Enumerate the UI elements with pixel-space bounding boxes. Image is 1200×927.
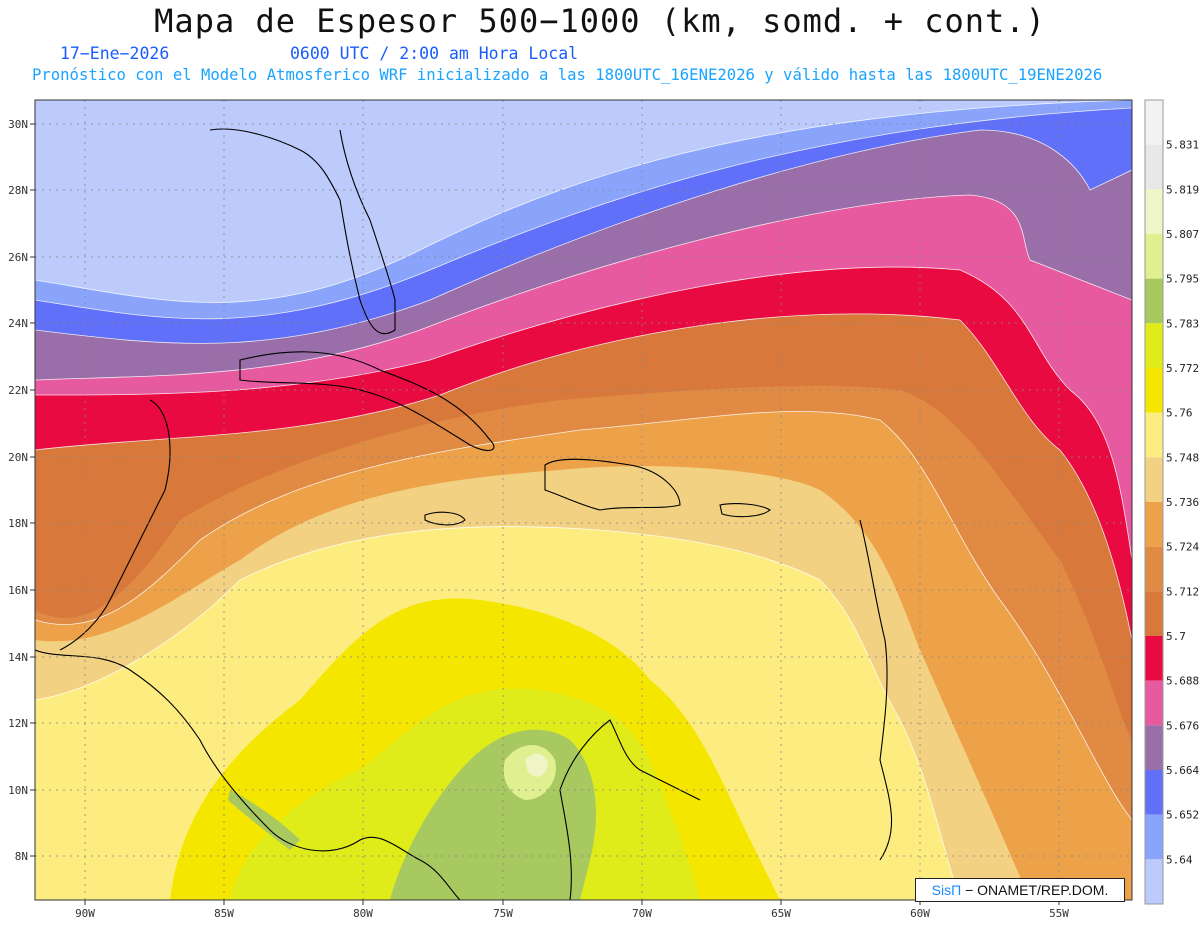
lon-label: 65W xyxy=(771,907,791,920)
lat-label: 10N xyxy=(8,784,28,797)
colorbar-label: 5.748 xyxy=(1166,451,1199,464)
lat-label: 28N xyxy=(8,184,28,197)
map-frame xyxy=(34,99,1133,901)
lon-labels: 90W 85W 80W 75W 70W 65W 60W 55W xyxy=(75,907,1069,920)
lon-label: 60W xyxy=(910,907,930,920)
colorbar-frame xyxy=(1144,99,1164,905)
colorbar-swatch xyxy=(1145,189,1163,234)
lat-label: 22N xyxy=(8,384,28,397)
lat-label: 26N xyxy=(8,251,28,264)
lat-label: 8N xyxy=(15,850,28,863)
lat-label: 12N xyxy=(8,717,28,730)
lon-label: 75W xyxy=(493,907,513,920)
band-5.819 xyxy=(525,753,548,777)
colorbar-label: 5.676 xyxy=(1166,719,1199,732)
time-label: 0600 UTC / 2:00 am Hora Local xyxy=(290,44,579,63)
lon-label: 85W xyxy=(214,907,234,920)
colorbar-label: 5.772 xyxy=(1166,362,1199,375)
colorbar-swatch xyxy=(1145,323,1163,368)
colorbar-swatch xyxy=(1145,100,1163,145)
thickness-field xyxy=(35,100,1132,900)
colorbar-label: 5.736 xyxy=(1166,496,1199,509)
axis-ticks xyxy=(30,123,1060,905)
brand-label: SisΠ xyxy=(931,882,962,898)
colorbar-label: 5.664 xyxy=(1166,764,1199,777)
colorbar-label: 5.783 xyxy=(1166,317,1199,330)
lon-label: 55W xyxy=(1049,907,1069,920)
credit-label: − ONAMET/REP.DOM. xyxy=(965,882,1109,898)
colorbar-swatch xyxy=(1145,770,1163,815)
lat-label: 30N xyxy=(8,118,28,131)
colorbar-swatch xyxy=(1145,859,1163,904)
colorbar-swatch xyxy=(1145,457,1163,502)
lat-label: 16N xyxy=(8,584,28,597)
colorbar-swatch xyxy=(1145,814,1163,860)
colorbar-label: 5.64 xyxy=(1166,853,1193,866)
colorbar-swatch xyxy=(1145,368,1163,413)
colorbar-swatch xyxy=(1145,234,1163,279)
map-title: Mapa de Espesor 500−1000 (km, somd. + co… xyxy=(154,2,1046,40)
colorbar-swatch xyxy=(1145,546,1163,592)
coastlines xyxy=(35,128,893,900)
lat-label: 18N xyxy=(8,517,28,530)
colorbar-label: 5.724 xyxy=(1166,541,1199,554)
lat-label: 24N xyxy=(8,317,28,330)
colorbar-label: 5.795 xyxy=(1166,273,1199,286)
colorbar-swatch xyxy=(1145,680,1163,726)
lat-label: 14N xyxy=(8,651,28,664)
colorbar-label: 5.712 xyxy=(1166,585,1199,598)
colorbar-label: 5.76 xyxy=(1166,407,1193,420)
colorbar: 5.831 5.819 5.807 5.795 5.783 5.772 5.76 5.748 5… xyxy=(1145,100,1199,904)
colorbar-label: 5.831 xyxy=(1166,139,1199,152)
graticule xyxy=(35,100,1132,900)
lon-label: 80W xyxy=(353,907,373,920)
colorbar-label: 5.688 xyxy=(1166,675,1199,688)
colorbar-swatch xyxy=(1145,725,1163,770)
lon-label: 90W xyxy=(75,907,95,920)
colorbar-label: 5.652 xyxy=(1166,809,1199,822)
contour-lines xyxy=(35,100,1132,900)
colorbar-swatch xyxy=(1145,502,1163,547)
colorbar-swatch xyxy=(1145,591,1163,636)
lon-label: 70W xyxy=(632,907,652,920)
lat-labels: 30N 28N 26N 24N 22N 20N 18N 16N 14N 12N … xyxy=(8,118,28,863)
credit-box: SisΠ − ONAMET/REP.DOM. xyxy=(915,878,1125,902)
date-label: 17−Ene−2026 xyxy=(60,44,170,63)
colorbar-swatch xyxy=(1145,144,1163,190)
colorbar-label: 5.807 xyxy=(1166,228,1199,241)
colorbar-swatch xyxy=(1145,636,1163,681)
colorbar-label: 5.7 xyxy=(1166,630,1186,643)
colorbar-swatch xyxy=(1145,278,1163,324)
forecast-label: Pronóstico con el Modelo Atmosferico WRF… xyxy=(32,66,1103,84)
colorbar-label: 5.819 xyxy=(1166,183,1199,196)
colorbar-swatch xyxy=(1145,412,1163,458)
lat-label: 20N xyxy=(8,451,28,464)
